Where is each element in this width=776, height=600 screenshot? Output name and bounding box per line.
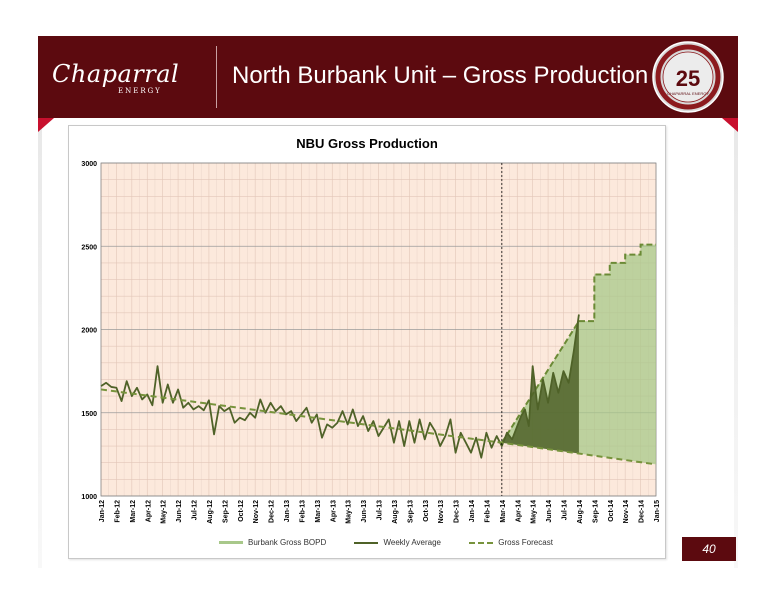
x-tick-label: Sep-12	[222, 500, 229, 523]
chart-container: NBU Gross Production 1000 1500 2000 2500 300…	[68, 125, 666, 559]
y-tick-label: 2500	[81, 244, 97, 251]
x-tick-label: Oct-14	[608, 500, 615, 522]
x-tick-label: Feb-12	[114, 500, 121, 523]
x-tick-label: Feb-14	[484, 500, 491, 523]
x-tick-label: Apr-14	[515, 500, 522, 522]
y-tick-label: 1000	[81, 494, 97, 501]
forecast-upper-line	[500, 243, 656, 444]
seal-number: 25	[676, 66, 700, 91]
x-tick-label: Dec-14	[639, 500, 646, 523]
x-tick-label: Oct-12	[238, 500, 245, 522]
x-tick-label: May-13	[346, 500, 353, 524]
x-tick-label: Nov-13	[438, 500, 445, 523]
header-divider	[216, 46, 217, 108]
x-tick-label: Nov-14	[623, 500, 630, 523]
page-number: 40	[682, 537, 736, 561]
legend-item-gross-forecast: Gross Forecast	[469, 538, 553, 547]
anniversary-seal: 25 CHAPARRAL ENERGY	[652, 41, 724, 113]
x-tick-label: Jan-14	[469, 500, 476, 522]
x-tick-label: Aug-12	[207, 500, 214, 524]
legend-swatch-gross-forecast	[469, 541, 494, 544]
x-tick-label: Mar-12	[130, 500, 137, 523]
legend-swatch-weekly-average	[354, 541, 379, 544]
x-tick-label: Apr-13	[330, 500, 337, 522]
x-tick-label: Aug-13	[392, 500, 399, 524]
seal-text: CHAPARRAL ENERGY	[667, 91, 709, 96]
y-tick-label: 2000	[81, 328, 97, 335]
x-tick-label: Dec-13	[454, 500, 461, 523]
production-chart: 1000 1500 2000 2500 3000 Jan-12 Feb-12 Mar-12 Ap…	[81, 161, 661, 524]
company-logo: Chaparral	[52, 60, 180, 88]
slide-left-edge	[38, 118, 42, 568]
x-tick-label: Feb-13	[299, 500, 306, 523]
x-tick-label: Dec-12	[269, 500, 276, 523]
x-tick-label: Apr-12	[145, 500, 152, 522]
x-tick-label: May-12	[161, 500, 168, 524]
legend-label-gross-forecast: Gross Forecast	[498, 538, 553, 547]
chart-title: NBU Gross Production	[296, 136, 438, 151]
x-tick-label: Jan-15	[654, 500, 661, 522]
slide-right-edge	[734, 118, 738, 568]
x-tick-label: Oct-13	[423, 500, 430, 522]
x-tick-label: Mar-14	[500, 500, 507, 523]
ribbon-left	[38, 118, 54, 132]
x-tick-label: Jul-14	[562, 500, 569, 520]
legend-label-gross-bopd: Burbank Gross BOPD	[248, 538, 327, 547]
x-tick-label: Aug-14	[577, 500, 584, 524]
x-tick-label: Jan-13	[284, 500, 291, 522]
legend-label-weekly-average: Weekly Average	[383, 538, 441, 547]
x-tick-label: Jul-13	[377, 500, 384, 520]
x-tick-label: Jun-14	[546, 500, 553, 523]
company-logo-subtext: ENERGY	[118, 87, 162, 95]
x-tick-label: May-14	[531, 500, 538, 524]
y-tick-label: 3000	[81, 161, 97, 168]
x-tick-label: Mar-13	[315, 500, 322, 523]
x-tick-label: Nov-12	[253, 500, 260, 523]
legend-swatch-gross-bopd	[219, 541, 243, 545]
slide-title: North Burbank Unit – Gross Production	[232, 62, 649, 89]
x-tick-label: Jun-12	[176, 500, 183, 523]
legend-item-weekly-average: Weekly Average	[354, 538, 441, 547]
slide-header: Chaparral ENERGY North Burbank Unit – Gr…	[38, 36, 738, 118]
x-tick-label: Jun-13	[361, 500, 368, 523]
x-tick-label: Sep-14	[592, 500, 599, 523]
x-tick-label: Jan-12	[99, 500, 106, 522]
chart-legend: Burbank Gross BOPD Weekly Average Gross …	[219, 538, 579, 552]
x-tick-label: Jul-12	[192, 500, 199, 520]
y-tick-label: 1500	[81, 411, 97, 418]
gross-forecast-line	[100, 388, 657, 466]
weekly-average-line	[100, 314, 580, 459]
legend-item-gross-bopd: Burbank Gross BOPD	[219, 538, 326, 547]
ribbon-right	[722, 118, 738, 132]
x-tick-label: Sep-13	[407, 500, 414, 523]
ramp-area	[501, 314, 579, 454]
